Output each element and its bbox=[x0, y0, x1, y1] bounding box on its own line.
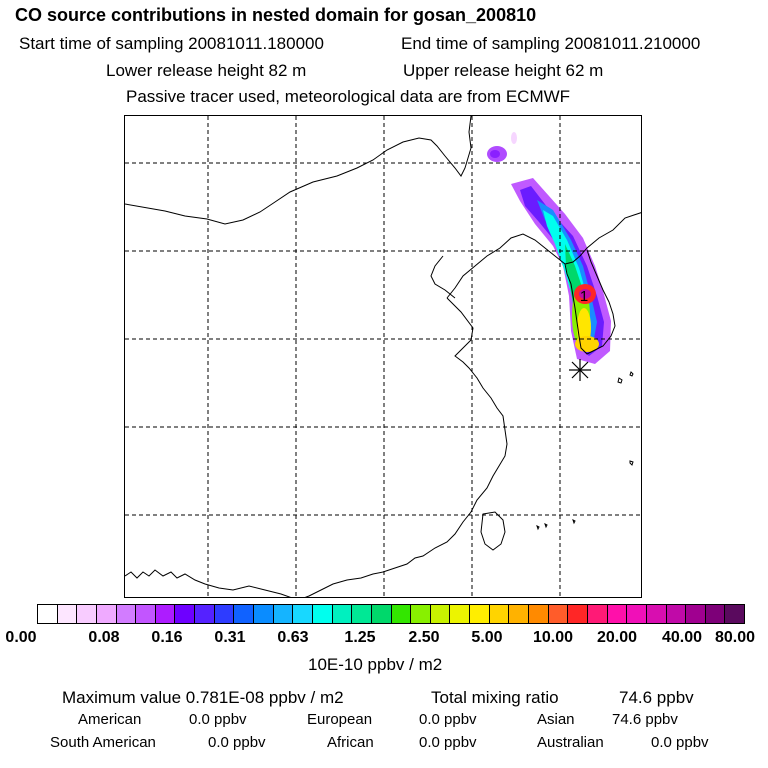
colorbar-tick: 0.00 bbox=[5, 629, 37, 646]
colorbar-segment bbox=[254, 605, 274, 623]
colorbar-segment bbox=[627, 605, 647, 623]
colorbar-segment bbox=[411, 605, 431, 623]
colorbar-tick: 2.50 bbox=[408, 629, 440, 646]
colorbar-segment bbox=[312, 605, 333, 623]
tracer-note: Passive tracer used, meteorological data… bbox=[126, 87, 571, 106]
lower-release-label: Lower release height 82 m bbox=[106, 61, 307, 80]
colorbar-segment bbox=[96, 605, 117, 623]
end-time-label: End time of sampling 20081011.210000 bbox=[401, 34, 701, 53]
source-name: European bbox=[307, 711, 373, 728]
colorbar-segment bbox=[234, 605, 255, 623]
colorbar-segment bbox=[725, 605, 745, 623]
colorbar-segment bbox=[686, 605, 706, 623]
colorbar-segment bbox=[38, 605, 58, 623]
colorbar-tick: 5.00 bbox=[471, 629, 503, 646]
max-value-label: Maximum value 0.781E-08 ppbv / m2 bbox=[62, 688, 344, 707]
colorbar bbox=[37, 604, 745, 624]
plot-title: CO source contributions in nested domain… bbox=[15, 5, 537, 25]
colorbar-segment bbox=[587, 605, 608, 623]
receptor-marker: 1 bbox=[580, 288, 588, 305]
colorbar-segment bbox=[77, 605, 97, 623]
source-name: Asian bbox=[537, 711, 575, 728]
colorbar-segment bbox=[607, 605, 628, 623]
source-value: 0.0 ppbv bbox=[419, 734, 477, 751]
colorbar-segment bbox=[391, 605, 412, 623]
source-name: African bbox=[327, 734, 374, 751]
colorbar-segment bbox=[195, 605, 215, 623]
colorbar-segment bbox=[489, 605, 510, 623]
colorbar-segment bbox=[666, 605, 687, 623]
map-panel: 1 bbox=[124, 115, 642, 598]
colorbar-segment bbox=[646, 605, 667, 623]
colorbar-segment bbox=[136, 605, 156, 623]
source-value: 0.0 ppbv bbox=[189, 711, 247, 728]
colorbar-segment bbox=[116, 605, 137, 623]
colorbar-segment bbox=[155, 605, 176, 623]
total-mixing-label: Total mixing ratio bbox=[431, 688, 559, 707]
colorbar-segment bbox=[332, 605, 353, 623]
coastlines bbox=[125, 116, 641, 597]
colorbar-segment bbox=[430, 605, 451, 623]
colorbar-segment bbox=[450, 605, 471, 623]
colorbar-segment bbox=[529, 605, 549, 623]
colorbar-segment bbox=[470, 605, 490, 623]
colorbar-segment bbox=[548, 605, 569, 623]
grid-lines bbox=[125, 116, 641, 597]
upper-release-label: Upper release height 62 m bbox=[403, 61, 604, 80]
colorbar-tick: 20.00 bbox=[596, 629, 638, 646]
colorbar-segment bbox=[214, 605, 235, 623]
colorbar-segment bbox=[175, 605, 196, 623]
colorbar-tick: 1.25 bbox=[344, 629, 376, 646]
source-name: South American bbox=[50, 734, 156, 751]
colorbar-segment bbox=[57, 605, 78, 623]
start-time-label: Start time of sampling 20081011.180000 bbox=[19, 34, 324, 53]
source-name: American bbox=[78, 711, 142, 728]
colorbar-segment bbox=[371, 605, 392, 623]
colorbar-tick: 0.31 bbox=[214, 629, 246, 646]
colorbar-segment bbox=[293, 605, 313, 623]
colorbar-tick: 80.00 bbox=[714, 629, 756, 646]
colorbar-tick: 0.08 bbox=[88, 629, 120, 646]
plume-field bbox=[487, 132, 611, 364]
colorbar-segment bbox=[568, 605, 588, 623]
source-name: Australian bbox=[537, 734, 604, 751]
colorbar-tick: 0.63 bbox=[277, 629, 309, 646]
source-value: 74.6 ppbv bbox=[612, 711, 678, 728]
colorbar-segment bbox=[705, 605, 726, 623]
colorbar-units: 10E-10 ppbv / m2 bbox=[308, 655, 443, 674]
colorbar-tick: 10.00 bbox=[532, 629, 574, 646]
colorbar-segment bbox=[352, 605, 372, 623]
colorbar-tick: 0.16 bbox=[151, 629, 183, 646]
total-mixing-value: 74.6 ppbv bbox=[619, 688, 694, 707]
source-value: 0.0 ppbv bbox=[419, 711, 477, 728]
asterisk-icon bbox=[569, 359, 591, 381]
source-value: 0.0 ppbv bbox=[208, 734, 266, 751]
source-value: 0.0 ppbv bbox=[651, 734, 709, 751]
colorbar-segment bbox=[509, 605, 530, 623]
colorbar-tick: 40.00 bbox=[661, 629, 703, 646]
colorbar-segment bbox=[273, 605, 294, 623]
